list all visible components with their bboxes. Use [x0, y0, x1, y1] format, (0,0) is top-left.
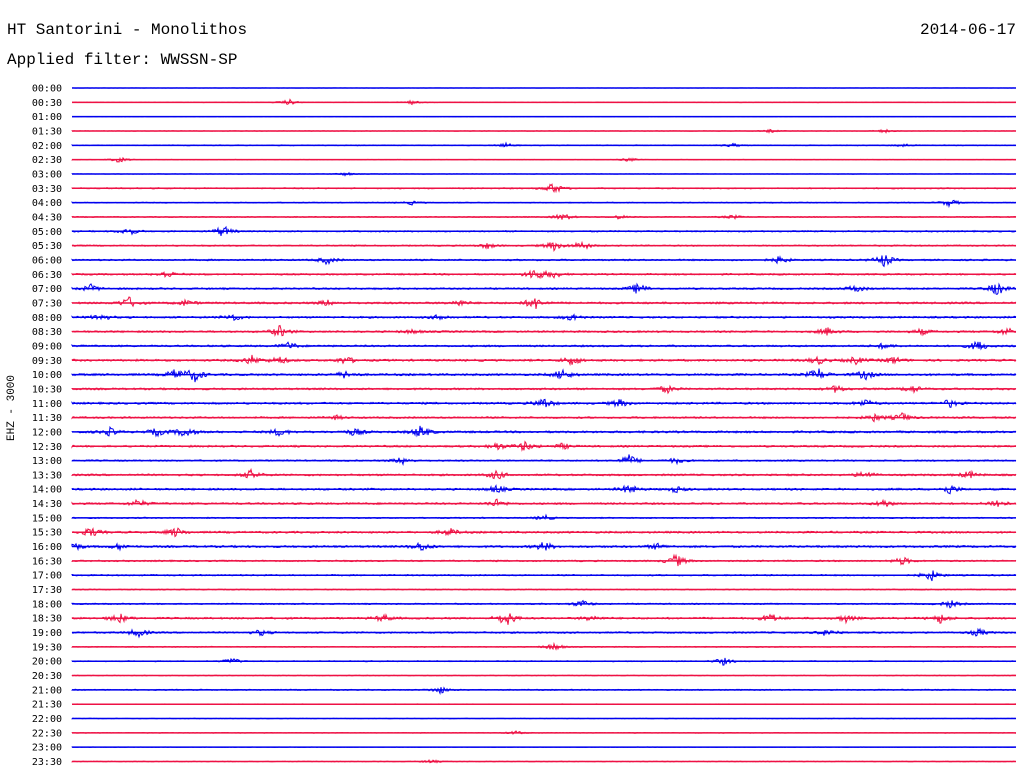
time-label-2200: 22:00 [32, 714, 62, 725]
time-label-1200: 12:00 [32, 427, 62, 438]
trace-1330 [71, 467, 1017, 480]
trace-0530 [71, 240, 1017, 252]
time-label-2100: 21:00 [32, 685, 62, 696]
time-tick-labels: 00:00 00:30 01:00 01:30 02:00 02:30 03:00 03:30… [32, 84, 62, 769]
record-date: 2014-06-17 [919, 21, 1016, 39]
time-label-0430: 04:30 [32, 212, 62, 223]
time-label-1430: 14:30 [32, 499, 62, 510]
time-label-2130: 21:30 [32, 700, 62, 711]
time-label-1800: 18:00 [32, 599, 62, 610]
filter-label: Applied filter: WWSSN-SP [7, 51, 238, 69]
time-label-0100: 01:00 [32, 112, 62, 123]
time-label-2000: 20:00 [32, 657, 62, 668]
time-label-0930: 09:30 [32, 356, 62, 367]
time-label-0400: 04:00 [32, 198, 62, 209]
time-label-1000: 10:00 [32, 370, 62, 381]
time-label-1400: 14:00 [32, 485, 62, 496]
time-label-0700: 07:00 [32, 284, 62, 295]
trace-0600 [71, 255, 1017, 268]
time-label-1500: 15:00 [32, 513, 62, 524]
time-label-2300: 23:00 [32, 743, 62, 754]
time-label-0200: 02:00 [32, 141, 62, 152]
trace-1300 [71, 454, 1017, 466]
time-label-1600: 16:00 [32, 542, 62, 553]
time-label-0830: 08:30 [32, 327, 62, 338]
time-label-1900: 19:00 [32, 628, 62, 639]
trace-1830 [71, 613, 1017, 625]
time-label-0330: 03:30 [32, 184, 62, 195]
time-label-0630: 06:30 [32, 270, 62, 281]
time-label-2030: 20:30 [32, 671, 62, 682]
time-label-0600: 06:00 [32, 255, 62, 266]
time-label-0130: 01:30 [32, 126, 62, 137]
time-label-0300: 03:00 [32, 169, 62, 180]
station-title: HT Santorini - Monolithos [7, 21, 248, 39]
trace-0830 [71, 324, 1017, 337]
time-label-0730: 07:30 [32, 298, 62, 309]
time-label-1730: 17:30 [32, 585, 62, 596]
time-label-0500: 05:00 [32, 227, 62, 238]
time-label-0000: 00:00 [32, 84, 62, 95]
time-label-2330: 23:30 [32, 757, 62, 768]
time-label-2230: 22:30 [32, 728, 62, 739]
time-label-1030: 10:30 [32, 384, 62, 395]
time-label-1230: 12:30 [32, 442, 62, 453]
time-label-0230: 02:30 [32, 155, 62, 166]
time-label-1700: 17:00 [32, 571, 62, 582]
time-label-1830: 18:30 [32, 614, 62, 625]
time-label-1300: 13:00 [32, 456, 62, 467]
trace-group [71, 87, 1017, 764]
time-label-0800: 08:00 [32, 313, 62, 324]
time-label-1330: 13:30 [32, 470, 62, 481]
time-label-1130: 11:30 [32, 413, 62, 424]
time-label-1100: 11:00 [32, 399, 62, 410]
time-label-0530: 05:30 [32, 241, 62, 252]
time-label-0900: 09:00 [32, 341, 62, 352]
time-label-1630: 16:30 [32, 556, 62, 567]
time-label-0030: 00:30 [32, 98, 62, 109]
time-label-1930: 19:30 [32, 642, 62, 653]
trace-1200 [71, 425, 1017, 438]
time-label-1530: 15:30 [32, 528, 62, 539]
